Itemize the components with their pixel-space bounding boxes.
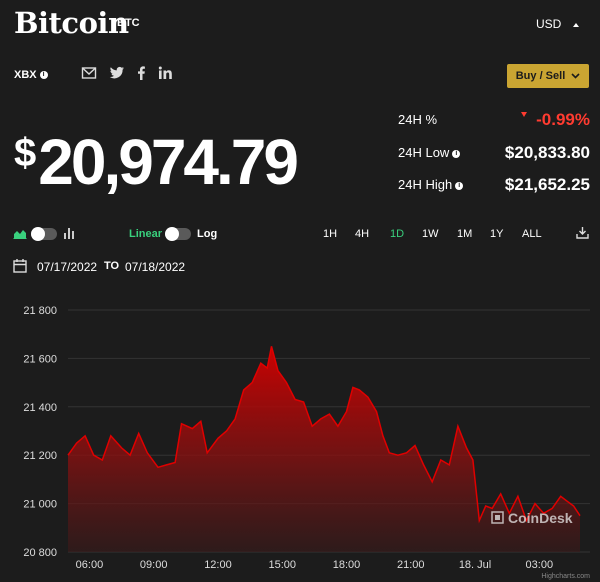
x-tick-label: 21:00 <box>397 559 425 571</box>
twitter-icon[interactable] <box>109 66 125 80</box>
calendar-icon[interactable] <box>13 258 27 273</box>
range-all[interactable]: ALL <box>522 228 542 240</box>
y-tick-label: 21 200 <box>23 450 57 462</box>
exchange-code: XBX <box>14 69 37 81</box>
highcharts-credit[interactable]: Highcharts.com <box>541 573 590 580</box>
x-tick-label: 12:00 <box>204 559 232 571</box>
scale-toggle[interactable] <box>165 227 191 241</box>
buy-sell-button[interactable]: Buy / Sell <box>507 64 589 88</box>
x-tick-label: 18:00 <box>333 559 361 571</box>
date-to-word: TO <box>104 260 120 272</box>
range-1m[interactable]: 1M <box>457 228 473 240</box>
download-icon[interactable] <box>576 226 589 239</box>
high-label: 24H High i <box>398 177 464 192</box>
low-value: $20,833.80 <box>504 143 590 162</box>
change-label: 24H % <box>398 112 438 127</box>
range-1y[interactable]: 1Y <box>490 228 504 240</box>
buy-sell-label: Buy / Sell <box>515 70 566 82</box>
high-label-text: 24H High <box>398 177 453 192</box>
range-1w[interactable]: 1W <box>422 228 439 240</box>
y-tick-label: 20 800 <box>23 547 57 559</box>
low-info-icon[interactable]: i <box>452 149 461 158</box>
y-tick-label: 21 400 <box>23 402 57 414</box>
log-option[interactable]: Log <box>197 228 218 240</box>
x-tick-label: 06:00 <box>76 559 104 571</box>
area-chart-icon[interactable] <box>13 227 27 239</box>
x-tick-label: 18. Jul <box>459 559 491 571</box>
range-1d[interactable]: 1D <box>390 228 405 240</box>
low-label: 24H Low i <box>398 145 461 160</box>
linkedin-icon[interactable] <box>158 66 174 80</box>
chevron-down-icon <box>571 73 580 79</box>
asset-ticker: BTC <box>117 17 140 29</box>
range-1h[interactable]: 1H <box>323 228 338 240</box>
price-value: 20,974.79 <box>38 126 299 198</box>
date-from[interactable]: 07/17/2022 <box>37 260 98 274</box>
price-area <box>68 346 580 552</box>
price-chart[interactable]: 20 800 21 000 21 200 21 400 21 600 21 800 06:… <box>0 290 600 582</box>
x-axis-labels: 06:00 09:00 12:00 15:00 18:00 21:00 18. Jul 03:… <box>76 559 553 571</box>
watermark-text: CoinDesk <box>508 510 573 526</box>
y-axis-labels: 20 800 21 000 21 200 21 400 21 600 21 800 <box>23 305 57 559</box>
high-value: $21,652.25 <box>504 175 590 194</box>
asset-title: Bitcoin <box>14 6 129 40</box>
down-triangle-icon <box>521 112 527 117</box>
info-icon[interactable]: i <box>39 71 48 80</box>
x-tick-label: 03:00 <box>526 559 554 571</box>
caret-up-icon[interactable] <box>573 23 579 27</box>
price-line <box>67 346 581 524</box>
facebook-icon[interactable] <box>136 66 146 80</box>
x-tick-label: 09:00 <box>140 559 168 571</box>
y-tick-label: 21 800 <box>23 305 57 317</box>
linear-option[interactable]: Linear <box>129 228 163 240</box>
email-icon[interactable] <box>81 66 97 80</box>
date-to[interactable]: 07/18/2022 <box>125 260 186 274</box>
low-label-text: 24H Low <box>398 145 450 160</box>
y-tick-label: 21 600 <box>23 353 57 365</box>
coindesk-watermark: CoinDesk <box>491 510 573 526</box>
chart-type-toggle[interactable] <box>31 227 57 241</box>
x-tick-label: 15:00 <box>268 559 296 571</box>
current-price: $20,974.79 <box>14 116 299 199</box>
exchange-label: XBX i <box>14 69 48 81</box>
price-currency-symbol: $ <box>14 131 37 175</box>
change-value: -0.99% <box>536 110 590 129</box>
y-tick-label: 21 000 <box>23 499 57 511</box>
high-info-icon[interactable]: i <box>455 181 464 190</box>
range-4h[interactable]: 4H <box>355 228 370 240</box>
currency-selector[interactable]: USD <box>536 17 562 31</box>
bar-chart-icon[interactable] <box>63 227 75 239</box>
